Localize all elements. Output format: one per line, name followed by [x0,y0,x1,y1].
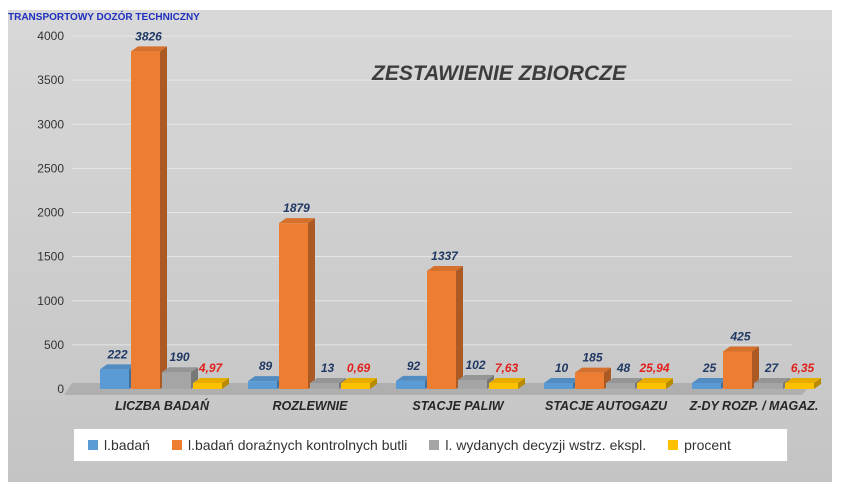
bar-side [456,266,463,389]
chart-legend: l.badań l.badań doraźnych kontrolnych bu… [73,428,788,462]
bar [427,271,456,389]
chart-title: ZESTAWIENIE ZBIORCZE [372,62,626,85]
bar-side [222,378,229,389]
data-label: 10 [555,361,569,375]
y-tick-label: 3500 [37,73,64,87]
bar [100,369,129,389]
y-tick-label: 500 [44,338,64,352]
bar-top [279,218,315,224]
bar [692,383,721,389]
bar [396,380,425,389]
y-tick-label: 2000 [37,206,64,220]
bar-top [458,374,494,380]
bar [131,51,160,389]
bar-top [248,376,284,382]
y-tick-label: 4000 [37,29,64,43]
bar-top [341,378,377,383]
bar [458,379,487,389]
y-tick-label: 3000 [37,117,64,131]
bar-side [752,346,759,389]
data-label: 3826 [135,29,162,43]
data-label: 27 [764,361,780,375]
bar-top [100,364,136,370]
bar [341,383,370,389]
data-label: 13 [321,361,335,375]
data-label: 1879 [283,201,310,215]
legend-swatch [88,440,98,450]
bar-top [785,378,821,383]
bar-side [518,378,525,389]
y-tick-label: 1500 [37,250,64,264]
legend-label: l. wydanych decyzji wstrz. ekspl. [445,437,647,453]
bar [310,383,339,389]
data-label: 222 [106,347,127,361]
bar-top [637,378,673,383]
bar-top [575,367,611,373]
legend-item: l.badań doraźnych kontrolnych butli [171,437,408,453]
bar [575,372,604,389]
legend-label: l.badań [104,437,150,453]
bar [785,383,814,389]
data-label: 92 [407,359,421,373]
data-label: 48 [616,361,631,375]
bar-top [193,378,229,383]
bar-top [692,378,728,383]
bar-top [396,375,432,381]
bar-side [160,46,167,389]
data-label: 7,63 [495,361,519,375]
bar-top [427,266,463,272]
data-label: 89 [259,359,273,373]
bar [544,383,573,389]
data-label: 190 [169,350,189,364]
bar-top [723,346,759,352]
bar [193,383,222,389]
bar [606,383,635,389]
data-label: 1337 [431,249,459,263]
legend-item: procent [668,437,731,453]
legend-label: procent [684,437,731,453]
bar-side [666,378,673,389]
data-label: 0,69 [347,361,371,375]
y-tick-label: 0 [57,382,64,396]
x-category-label: LICZBA BADAŃ [115,398,210,413]
data-label: 4,97 [198,361,224,375]
legend-item: l. wydanych decyzji wstrz. ekspl. [429,437,646,453]
legend-label: l.badań doraźnych kontrolnych butli [187,437,408,453]
legend-item: l.badań [88,437,150,453]
bar-top [162,367,198,373]
bar-top [489,378,525,383]
bar-side [308,218,315,389]
data-label: 425 [729,329,750,343]
bar-side [370,378,377,389]
data-label: 185 [582,351,602,365]
x-category-label: STACJE PALIW [412,399,504,413]
bar [754,383,783,389]
bar [248,381,277,389]
bar [162,372,191,389]
data-label: 102 [465,358,485,372]
bar-top [544,378,580,383]
y-tick-label: 1000 [37,294,64,308]
legend-swatch [171,440,182,450]
x-category-label: Z-DY ROZP. / MAGAZ. [689,399,819,413]
bar [489,383,518,389]
bar-top [310,378,346,383]
bar [637,383,666,389]
data-label: 6,35 [791,361,815,375]
data-label: 25,94 [638,361,669,375]
legend-swatch [668,440,679,450]
bar-top [606,378,642,383]
bar-side [814,378,821,389]
data-label: 25 [702,361,717,375]
y-tick-label: 2500 [37,161,64,175]
bar-top [754,378,790,383]
legend-swatch [429,440,440,450]
bar-top [131,46,167,52]
x-category-label: ROZLEWNIE [273,399,349,413]
organization-header: TRANSPORTOWY DOZÓR TECHNICZNY [8,12,200,23]
bar [279,223,308,389]
bar [723,351,752,389]
x-category-label: STACJE AUTOGAZU [545,399,668,413]
